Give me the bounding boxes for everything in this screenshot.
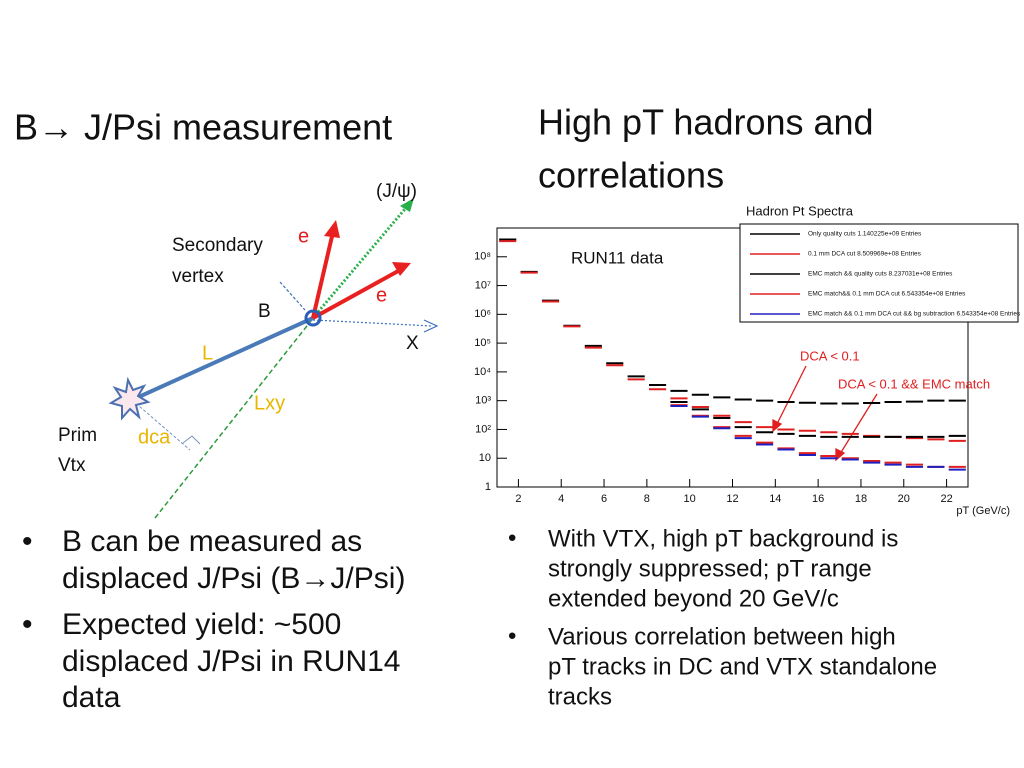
right-title: High pT hadrons and	[538, 102, 874, 143]
y-tick-label: 10²	[475, 423, 491, 435]
x-tick-label: 12	[726, 493, 738, 505]
legend-entry: EMC match && 0.1 mm DCA cut && bg subtra…	[808, 311, 1021, 318]
legend-box	[739, 223, 1019, 323]
y-tick-label: 10³	[475, 395, 491, 407]
bullet-text: pT tracks in DC and VTX standalone	[548, 653, 937, 680]
bullet-text: displaced J/Psi (B→J/Psi)	[62, 562, 405, 595]
legend-entry: EMC match&& 0.1 mm DCA cut 6.543354e+08 …	[808, 291, 966, 298]
x-tick-label: 16	[812, 493, 824, 505]
annotation-arrows	[772, 365, 878, 462]
y-tick-label: 10⁶	[474, 308, 491, 320]
x-axis-label: pT (GeV/c)	[956, 505, 1010, 517]
right-title: correlations	[538, 155, 724, 196]
y-tick-label: 1	[485, 481, 491, 493]
legend-entry: EMC match && quality cuts 8.237031e+08 E…	[808, 271, 953, 278]
annotation: DCA < 0.1 && EMC match	[838, 376, 990, 391]
y-tick-label: 10⁸	[474, 251, 491, 263]
label: X	[406, 333, 419, 354]
x-tick-label: 18	[855, 493, 867, 505]
label: dca	[138, 426, 171, 448]
bullet-text: displaced J/Psi in RUN14	[62, 645, 400, 678]
annotation: RUN11 data	[571, 248, 664, 267]
label: Secondary	[172, 235, 263, 256]
legend-entry: Only quality cuts 1.140225e+09 Entries	[808, 231, 922, 238]
label: e	[298, 225, 309, 247]
label: vertex	[172, 266, 224, 287]
y-tick-label: 10⁴	[474, 366, 491, 378]
annotation: DCA < 0.1	[800, 348, 860, 363]
x-tick-label: 22	[940, 493, 952, 505]
y-tick-label: 10⁵	[474, 337, 491, 349]
label: Vtx	[58, 455, 86, 476]
label: L	[202, 342, 213, 364]
left-title: B→ J/Psi measurement	[14, 107, 392, 148]
y-tick-label: 10	[479, 452, 491, 464]
bullet: •	[22, 608, 33, 641]
bullet-text: data	[62, 681, 121, 714]
bullet-text: B can be measured as	[62, 525, 362, 558]
diagram	[108, 198, 439, 519]
x-tick-label: 4	[558, 493, 564, 505]
bullet: •	[22, 525, 33, 558]
y-tick-label: 10⁷	[475, 279, 491, 291]
label: e	[376, 284, 387, 306]
label: Prim	[58, 425, 97, 446]
label: (J/ψ)	[376, 181, 417, 202]
bullet: •	[508, 622, 516, 649]
bullet-text: Expected yield: ~500	[62, 608, 341, 641]
bullet-text: Various correlation between high	[548, 623, 896, 650]
x-tick-label: 6	[601, 493, 607, 505]
bullet-text: strongly suppressed; pT range	[548, 555, 872, 582]
legend-entry: 0.1 mm DCA cut 8.509969e+08 Entries	[808, 251, 922, 258]
label: B	[258, 301, 271, 322]
bullet-text: extended beyond 20 GeV/c	[548, 585, 839, 612]
bullet: •	[508, 524, 516, 551]
x-tick-label: 8	[644, 493, 650, 505]
x-tick-label: 10	[684, 493, 696, 505]
x-tick-label: 2	[515, 493, 521, 505]
x-tick-label: 14	[769, 493, 781, 505]
bullet-text: With VTX, high pT background is	[548, 525, 898, 552]
label: Lxy	[254, 392, 285, 414]
x-tick-label: 20	[898, 493, 910, 505]
bullet-text: tracks	[548, 683, 612, 710]
chart-title: Hadron Pt Spectra	[746, 203, 854, 218]
